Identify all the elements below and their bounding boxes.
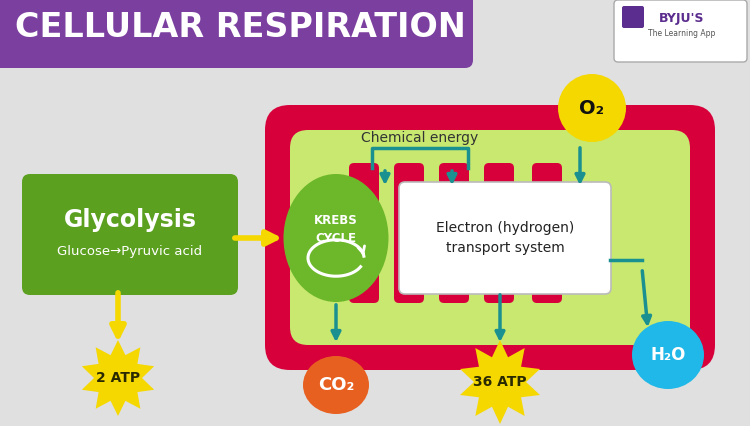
- Text: KREBS
CYCLE: KREBS CYCLE: [314, 215, 358, 245]
- Text: CELLULAR RESPIRATION: CELLULAR RESPIRATION: [15, 11, 466, 44]
- Text: Electron (hydrogen)
transport system: Electron (hydrogen) transport system: [436, 221, 574, 255]
- Text: H₂O: H₂O: [650, 346, 686, 364]
- Text: 36 ATP: 36 ATP: [473, 375, 526, 389]
- FancyBboxPatch shape: [614, 0, 747, 62]
- FancyBboxPatch shape: [394, 163, 424, 303]
- FancyBboxPatch shape: [622, 6, 644, 28]
- Text: The Learning App: The Learning App: [648, 29, 716, 38]
- FancyBboxPatch shape: [532, 163, 562, 303]
- FancyBboxPatch shape: [484, 163, 514, 303]
- Text: O₂: O₂: [580, 98, 604, 118]
- Ellipse shape: [284, 174, 388, 302]
- FancyBboxPatch shape: [290, 130, 690, 345]
- Ellipse shape: [558, 74, 626, 142]
- Text: 2 ATP: 2 ATP: [96, 371, 140, 385]
- Text: Chemical energy: Chemical energy: [362, 131, 478, 145]
- FancyBboxPatch shape: [399, 182, 611, 294]
- Polygon shape: [82, 340, 154, 416]
- Bar: [0, 0, 30, 60]
- Polygon shape: [460, 340, 540, 424]
- FancyBboxPatch shape: [0, 0, 473, 68]
- FancyBboxPatch shape: [22, 174, 238, 295]
- FancyBboxPatch shape: [439, 163, 469, 303]
- FancyBboxPatch shape: [349, 163, 379, 303]
- Text: Glucose→Pyruvic acid: Glucose→Pyruvic acid: [58, 245, 202, 259]
- Ellipse shape: [303, 356, 369, 414]
- Text: CO₂: CO₂: [318, 376, 354, 394]
- Text: BYJU'S: BYJU'S: [659, 12, 705, 25]
- Text: Glycolysis: Glycolysis: [64, 208, 196, 232]
- FancyBboxPatch shape: [265, 105, 715, 370]
- Ellipse shape: [632, 321, 704, 389]
